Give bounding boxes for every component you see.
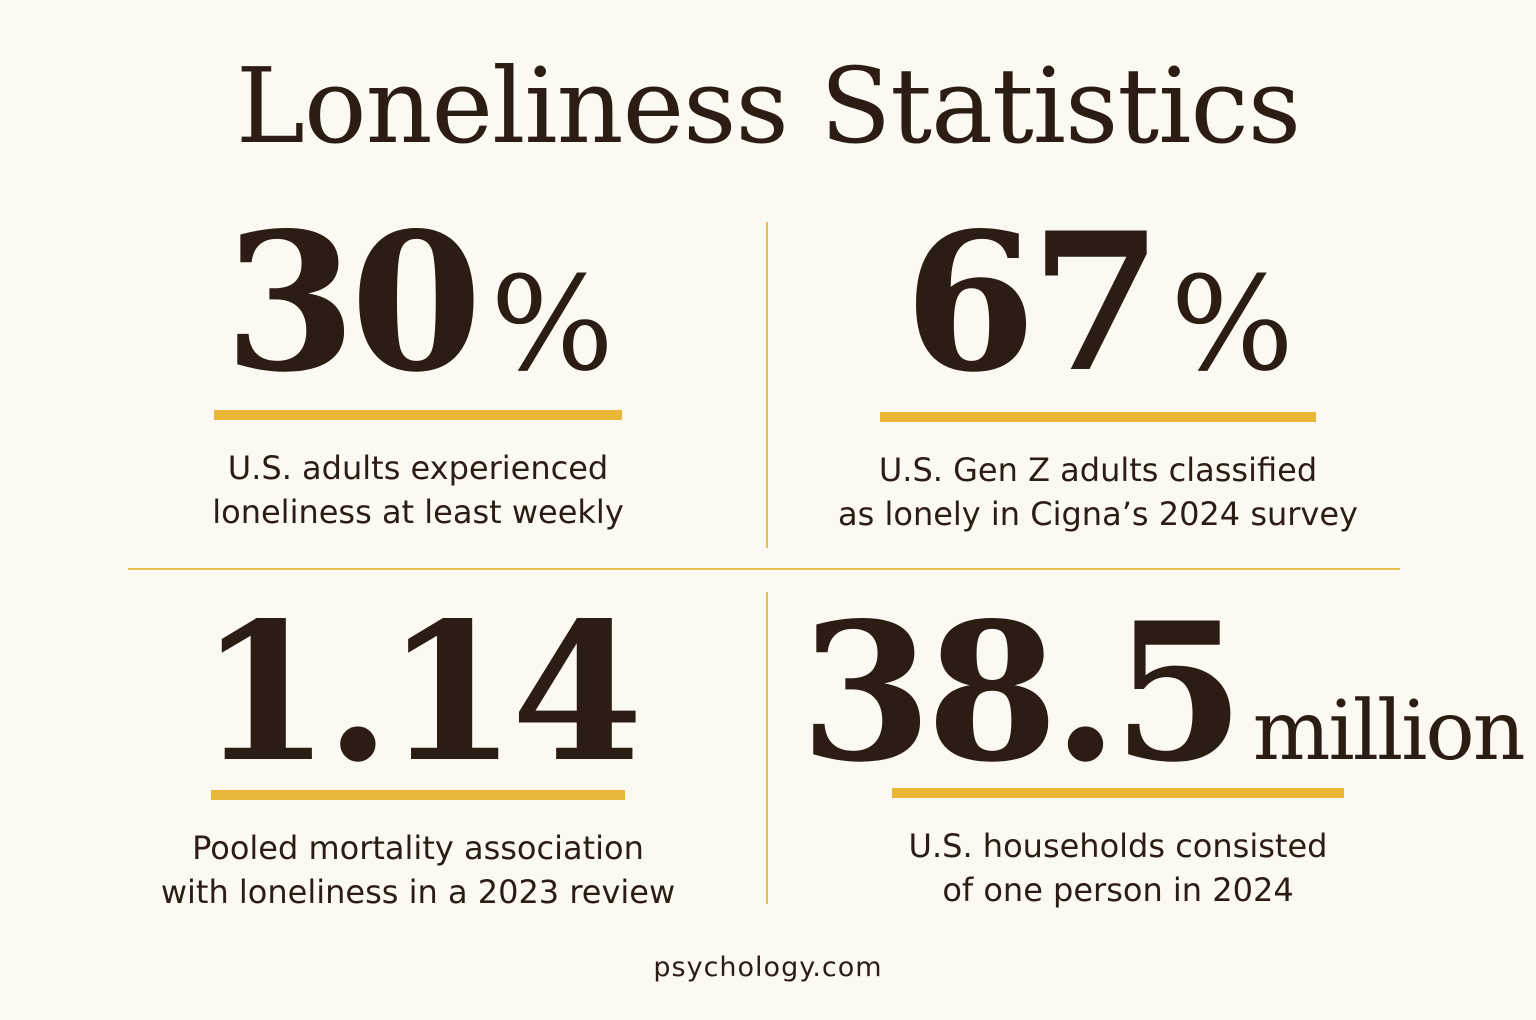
stat-value: 38.5 million <box>800 598 1526 788</box>
stat-unit: million <box>1252 684 1526 779</box>
stat-description-line: U.S. Gen Z adults classified <box>878 451 1318 489</box>
stat-number: 30 <box>224 191 482 414</box>
page-title: Loneliness Statistics <box>235 45 1301 167</box>
vertical-divider-bottom <box>766 592 768 904</box>
stat-card-weekly-loneliness: 30% U.S. adults experienced loneliness a… <box>140 208 696 534</box>
stat-description-line: of one person in 2024 <box>942 871 1294 909</box>
stat-card-one-person-households: 38.5 million U.S. households consisted of… <box>800 598 1526 912</box>
stat-card-mortality-association: 1.14 Pooled mortality association with l… <box>130 598 706 914</box>
accent-underline <box>880 412 1316 422</box>
stat-description: Pooled mortality association with loneli… <box>130 826 706 914</box>
stat-card-gen-z-lonely: 67% U.S. Gen Z adults classified as lone… <box>800 208 1396 536</box>
stat-number: 67 <box>904 191 1162 414</box>
stat-number: 38.5 <box>800 581 1245 804</box>
accent-underline <box>892 788 1344 798</box>
stat-number: 1.14 <box>198 581 644 804</box>
vertical-divider-top <box>766 222 768 548</box>
source-footer: psychology.com <box>653 952 883 983</box>
stat-description-line: with loneliness in a 2023 review <box>160 873 676 911</box>
stat-description-line: as lonely in Cigna’s 2024 survey <box>838 495 1358 533</box>
stat-unit: % <box>1170 248 1294 400</box>
stat-description-line: U.S. households consisted <box>908 827 1328 865</box>
stat-value: 1.14 <box>130 598 706 788</box>
stat-description-line: loneliness at least weekly <box>212 493 624 531</box>
accent-underline <box>214 410 622 420</box>
stat-description-line: U.S. adults experienced <box>227 449 609 487</box>
stat-description: U.S. adults experienced loneliness at le… <box>140 446 696 534</box>
stat-value: 67% <box>800 208 1396 401</box>
stat-description-line: Pooled mortality association <box>192 829 644 867</box>
stat-description: U.S. Gen Z adults classified as lonely i… <box>800 448 1396 536</box>
stat-unit: % <box>490 248 614 400</box>
accent-underline <box>211 790 625 800</box>
stat-description: U.S. households consisted of one person … <box>800 824 1436 912</box>
stat-value: 30% <box>140 208 696 401</box>
horizontal-divider <box>128 568 1400 570</box>
